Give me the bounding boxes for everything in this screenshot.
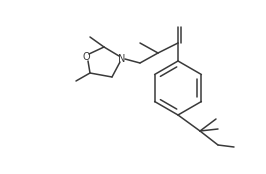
- Text: O: O: [82, 52, 90, 62]
- Text: N: N: [118, 54, 126, 64]
